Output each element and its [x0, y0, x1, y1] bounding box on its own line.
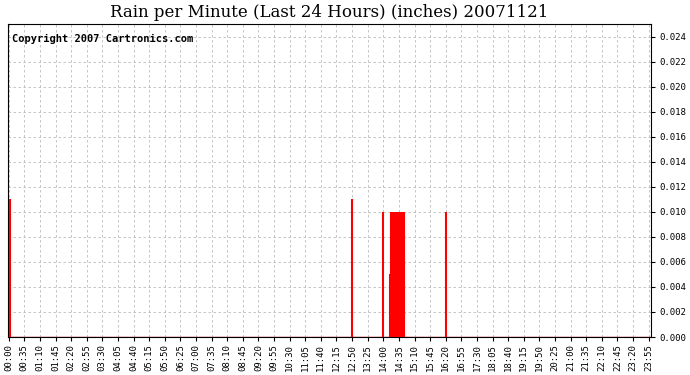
Title: Rain per Minute (Last 24 Hours) (inches) 20071121: Rain per Minute (Last 24 Hours) (inches)…	[110, 4, 549, 21]
Text: Copyright 2007 Cartronics.com: Copyright 2007 Cartronics.com	[12, 33, 193, 44]
